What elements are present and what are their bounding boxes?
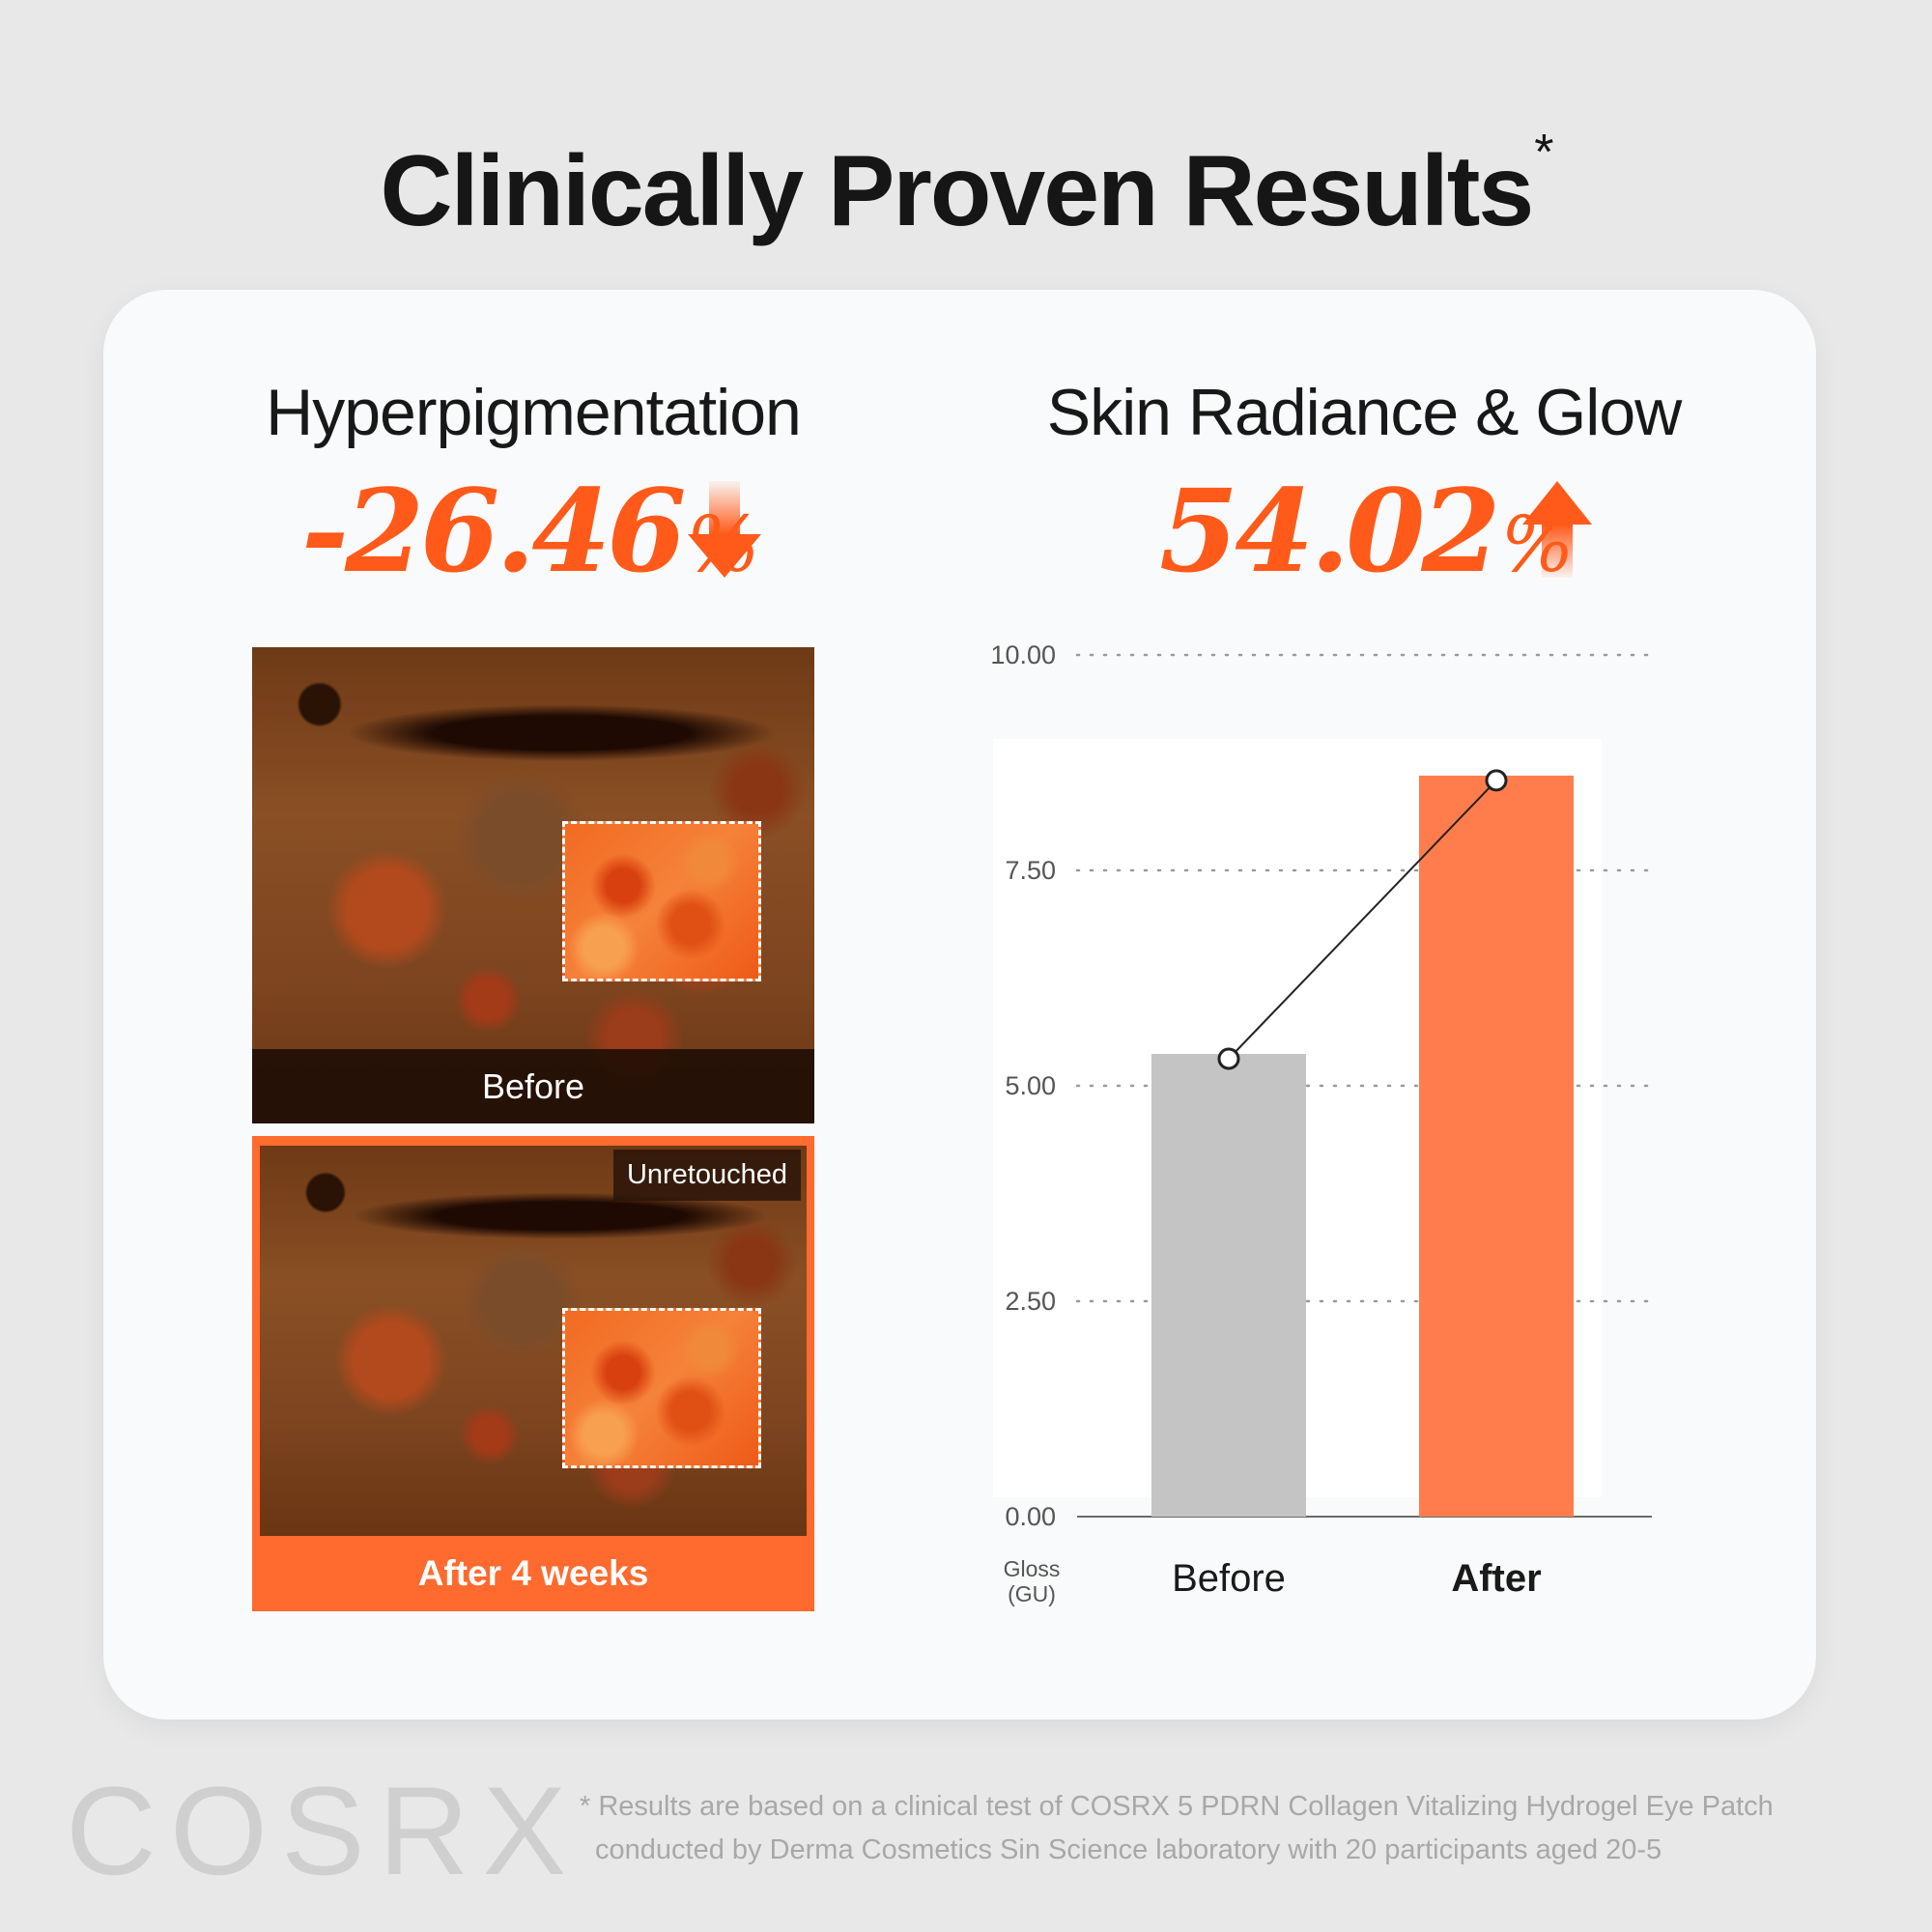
cosrx-logo: COSRX (66, 1760, 581, 1901)
hyperpigmentation-value: -26.46 (301, 464, 686, 598)
title-footnote-mark: * (1534, 125, 1553, 181)
page-title: Clinically Proven Results* (0, 124, 1932, 249)
hyperpigmentation-stat: -26.46% (301, 464, 760, 598)
y-axis-label-line1: Gloss (1004, 1556, 1061, 1581)
hyperpigmentation-title: Hyperpigmentation (266, 376, 802, 449)
arrow-up-icon (1522, 481, 1592, 578)
x-label-before: Before (1172, 1557, 1286, 1600)
after-label: After 4 weeks (417, 1553, 649, 1593)
unretouched-badge: Unretouched (612, 1150, 801, 1201)
chart-trend (1217, 769, 1508, 1070)
before-zoom-box (562, 821, 761, 981)
before-label: Before (252, 1049, 814, 1123)
bar-after (1419, 775, 1574, 1517)
after-zoom-box (562, 1308, 761, 1468)
trend-line (1228, 780, 1497, 1060)
y-tick-label: 7.50 (1005, 856, 1056, 885)
before-photo: Before (252, 647, 814, 1123)
chart-y-ticks: 0.00 2.50 5.00 7.50 10.00 (990, 640, 1056, 1531)
chart-x-labels: Before After (1172, 1557, 1542, 1600)
radiance-title: Skin Radiance & Glow (1046, 376, 1683, 449)
page-title-text: Clinically Proven Results (380, 135, 1535, 247)
x-label-after: After (1451, 1557, 1541, 1600)
arrow-down-icon (688, 481, 761, 578)
trend-point-before (1217, 1047, 1240, 1070)
y-tick-label: 0.00 (1005, 1502, 1056, 1531)
disclaimer-line1: * Results are based on a clinical test o… (580, 1791, 1774, 1822)
disclaimer-line2: conducted by Derma Cosmetics Sin Science… (595, 1834, 1662, 1865)
radiance-value: 54.02 (1159, 464, 1500, 598)
y-tick-label: 10.00 (990, 640, 1056, 669)
trend-point-after (1485, 769, 1508, 792)
chart-bars (1151, 775, 1574, 1517)
after-photo-panel: Unretouched After 4 weeks (252, 1136, 814, 1611)
disclaimer: * Results are based on a clinical test o… (580, 1785, 1874, 1872)
y-tick-label: 5.00 (1005, 1071, 1056, 1100)
y-tick-label: 2.50 (1005, 1287, 1056, 1316)
radiance-stat: 54.02% (1159, 464, 1575, 598)
bar-before (1151, 1053, 1306, 1517)
y-axis-label-line2: (GU) (1008, 1581, 1056, 1606)
after-photo: Unretouched (260, 1146, 807, 1536)
